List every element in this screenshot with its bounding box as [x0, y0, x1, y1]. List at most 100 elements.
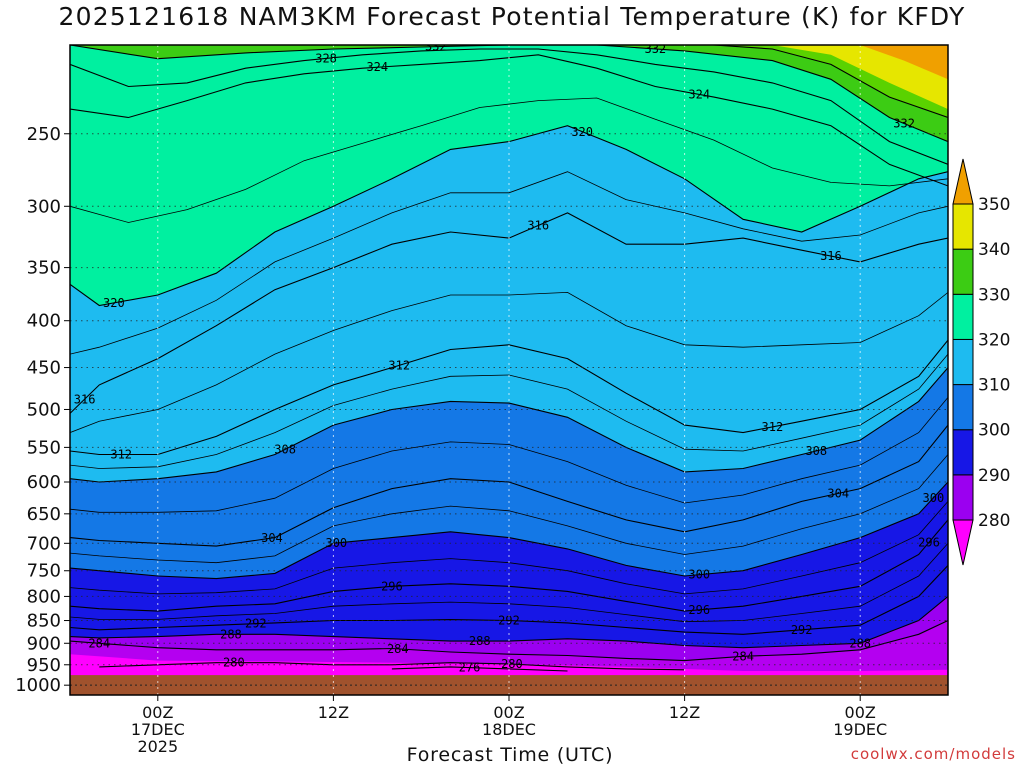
colorbar: 280 290 300 310 320 330 340 350: [952, 158, 1010, 566]
contour-label: 324: [688, 87, 710, 101]
contour-label: 332: [644, 42, 666, 56]
contour-line-288: [70, 595, 948, 649]
contour-line-332: [70, 45, 948, 143]
colorbar-arrow-top: [952, 158, 974, 205]
contour-label: 312: [388, 358, 410, 372]
contour-line-328: [70, 48, 948, 165]
y-tick-label: 800: [27, 586, 61, 607]
contour-label: 288: [849, 636, 871, 650]
contour-line-284: [70, 620, 948, 662]
contour-minor-316-312: [70, 291, 948, 433]
y-axis: 2503003504004505005506006507007508008509…: [15, 124, 70, 696]
contour-label: 300: [688, 568, 710, 582]
colorbar-label: 280: [978, 511, 1010, 531]
contour-label: 316: [74, 392, 96, 406]
contour-line-280: [99, 662, 685, 671]
ground-layer: [70, 675, 948, 695]
contour-label: 292: [791, 623, 813, 637]
contour-label: 328: [315, 51, 337, 65]
watermark: coolwx.com/models: [850, 745, 1016, 763]
contour-label: 284: [88, 636, 110, 650]
y-tick-label: 650: [27, 504, 61, 525]
contour-label: 292: [498, 614, 520, 628]
contour-label: 284: [732, 649, 754, 663]
colorbar-arrow-bottom: [952, 519, 974, 566]
fill-band-340-350: [772, 45, 948, 110]
contour-label: 316: [527, 219, 549, 233]
contour-label: 332: [893, 117, 915, 131]
colorbar-label: 310: [978, 376, 1010, 396]
x-tick-label: 17DEC: [131, 720, 185, 739]
y-tick-label: 900: [27, 633, 61, 654]
fill-band-above-350: [860, 45, 948, 80]
x-tick-label: 12Z: [669, 703, 700, 722]
colorbar-band-300: [952, 384, 974, 431]
contour-label: 320: [103, 296, 125, 310]
x-tick-label: 18DEC: [482, 720, 536, 739]
gridlines: [70, 45, 948, 695]
x-axis-title: Forecast Time (UTC): [406, 744, 614, 766]
contour-label: 296: [918, 536, 940, 550]
colorbar-label: 300: [978, 421, 1010, 441]
contour-label: 324: [366, 60, 388, 74]
contour-line-336: [250, 45, 948, 119]
x-tick-label: 00Z: [493, 703, 524, 722]
contour-label: 312: [110, 448, 132, 462]
x-tick-label: 00Z: [142, 703, 173, 722]
colorbar-band-320: [952, 293, 974, 340]
contour-label: 296: [381, 579, 403, 593]
ground-fill: [70, 675, 948, 695]
colorbar-band-310: [952, 338, 974, 386]
contour-line-304: [70, 424, 948, 547]
colorbar-label: 330: [978, 285, 1010, 305]
contour-minor-304-300: [70, 454, 948, 564]
x-tick-label: 12Z: [318, 703, 349, 722]
contour-label: 332: [425, 40, 447, 54]
colorbar-band-330: [952, 248, 974, 295]
contour-label: 312: [762, 420, 784, 434]
colorbar-label: 340: [978, 240, 1010, 260]
contour-label: 336: [462, 34, 484, 48]
colorbar-label: 290: [978, 466, 1010, 486]
y-tick-label: 400: [27, 311, 61, 332]
contour-label: 300: [923, 491, 945, 505]
contour-label: 300: [325, 536, 347, 550]
contour-label: 276: [459, 661, 481, 675]
x-tick-label: 19DEC: [833, 720, 887, 739]
contour-line-276: [391, 666, 568, 672]
y-tick-label: 850: [27, 611, 61, 632]
contour-label: 304: [827, 486, 849, 500]
contour-label: 280: [501, 657, 523, 671]
colorbar-band-280: [952, 474, 974, 521]
y-tick-label: 500: [27, 399, 61, 420]
contour-label: 288: [469, 634, 491, 648]
contour-minor-320-316: [70, 171, 948, 355]
contour-lines: [70, 45, 948, 672]
contour-label: 292: [245, 617, 267, 631]
colorbar-band-340: [952, 203, 974, 250]
y-tick-label: 700: [27, 533, 61, 554]
y-tick-label: 1000: [15, 675, 61, 696]
contour-minor-308-304: [70, 397, 948, 513]
y-tick-label: 950: [27, 655, 61, 676]
y-tick-label: 300: [27, 196, 61, 217]
contour-label: 284: [387, 642, 409, 656]
contour-label: 316: [820, 249, 842, 263]
contour-minor-324-320: [70, 97, 948, 223]
y-tick-label: 250: [27, 124, 61, 145]
contour-line-308: [70, 367, 948, 483]
contour-label: 308: [274, 443, 296, 457]
contour-label: 288: [220, 627, 242, 641]
y-tick-label: 450: [27, 358, 61, 379]
colorbar-label: 350: [978, 195, 1010, 215]
contour-label: 320: [571, 125, 593, 139]
contour-label: 308: [805, 444, 827, 458]
contour-label: 296: [688, 603, 710, 617]
y-tick-label: 350: [27, 258, 61, 279]
contour-line-292: [70, 565, 948, 635]
x-tick-label: 00Z: [845, 703, 876, 722]
colorbar-label: 320: [978, 330, 1010, 350]
